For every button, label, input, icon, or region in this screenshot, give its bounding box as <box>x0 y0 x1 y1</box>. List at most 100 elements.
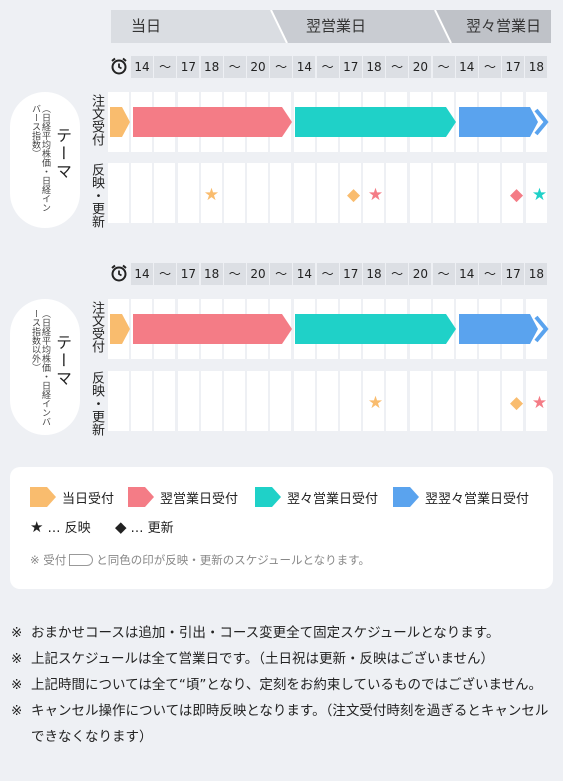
arrow-today <box>110 107 130 137</box>
time-cell: 17 <box>502 56 525 78</box>
time-cell: ～ <box>479 56 501 78</box>
arrow-next3-tip <box>534 108 549 136</box>
legend-star-label: … 反映 <box>47 521 91 536</box>
time-cell: 20 <box>409 56 432 78</box>
reflect-label: 反映・更新 <box>86 163 106 232</box>
time-cell: 18 <box>363 263 385 285</box>
order-label-text: 注文受付 <box>89 94 104 146</box>
legend-item-next: 翌営業日受付 <box>128 487 238 507</box>
arrow-next2 <box>295 107 456 137</box>
grid-cell <box>108 371 129 431</box>
time-cell: 20 <box>409 263 432 285</box>
order-arrows <box>110 107 549 137</box>
time-cell: 17 <box>502 263 525 285</box>
time-cell: ～ <box>386 263 409 285</box>
arrow-today <box>110 314 130 344</box>
time-cell: 14 <box>131 56 153 78</box>
legend-note-prefix: ※ 受付 <box>30 553 67 567</box>
grid-cell <box>224 371 245 431</box>
chevron-today-icon <box>30 487 56 507</box>
grid-cell <box>154 163 176 223</box>
order-label-text: 注文受付 <box>89 301 104 353</box>
time-cell: ～ <box>223 56 246 78</box>
grid-cell <box>409 163 431 223</box>
star-icon: ★ <box>203 185 220 205</box>
note-mark: ※ <box>11 677 23 693</box>
grid-cell <box>386 371 408 431</box>
time-cell: 17 <box>339 263 362 285</box>
star-icon: ★ <box>367 185 384 205</box>
grid-cell <box>502 163 524 223</box>
arrow-next <box>133 107 292 137</box>
legend-item-next2: 翌々営業日受付 <box>255 487 378 507</box>
theme-pill: （日経平均株価・日経インバース指数） テーマ <box>10 92 80 228</box>
time-cell: ～ <box>316 263 339 285</box>
grid-cell <box>340 371 361 431</box>
time-cell: 14 <box>455 56 478 78</box>
arrow-next3 <box>459 314 538 344</box>
grid-cell <box>154 371 176 431</box>
grid-cell <box>479 163 501 223</box>
note-text: おまかせコースは追加・引出・コース変更全て固定スケジュールとなります。 <box>31 625 500 641</box>
star-icon: ★ <box>30 517 44 536</box>
day-today: 当日 <box>131 17 162 35</box>
grid-cell <box>247 163 269 223</box>
arrow-next <box>133 314 292 344</box>
grid-cell <box>432 371 454 431</box>
alarm-clock-icon <box>108 56 130 78</box>
legend-label: 翌翌々営業日受付 <box>425 491 530 507</box>
grid-cell <box>200 371 222 431</box>
reflect-grid <box>108 371 551 431</box>
grid-cell <box>525 371 547 431</box>
note-item: ※ 上記時間については全て“頃”となり、定刻をお約束しているものではございません。 <box>11 672 551 698</box>
time-cell: 14 <box>293 263 316 285</box>
time-cell: 20 <box>247 56 269 78</box>
grid-cell <box>340 163 361 223</box>
time-cell: 14 <box>455 263 478 285</box>
reflect-label-text: 反映・更新 <box>89 371 104 436</box>
time-cell: ～ <box>270 263 293 285</box>
grid-cell <box>131 371 153 431</box>
note-mark: ※ <box>11 651 23 667</box>
theme-subtitle: （日経平均株価・日経インバース指数以外） <box>30 309 50 426</box>
legend-diamond: ◆… 更新 <box>115 517 174 537</box>
note-item: ※ 上記スケジュールは全て営業日です。（土日祝は更新・反映はございません） <box>11 646 551 672</box>
diamond-icon: ◆ <box>509 393 524 413</box>
chevron-next3-icon <box>393 487 419 507</box>
diamond-icon: ◆ <box>115 517 127 536</box>
note-text: 上記時間については全て“頃”となり、定刻をお約束しているものではございません。 <box>31 677 543 693</box>
star-icon: ★ <box>531 185 548 205</box>
grid-cell <box>479 371 501 431</box>
time-cell: 18 <box>363 56 385 78</box>
legend-note: ※ 受付 と同色の印が反映・更新のスケジュールとなります。 <box>30 552 370 568</box>
time-cell: ～ <box>479 263 501 285</box>
time-cell: 17 <box>339 56 362 78</box>
note-text: キャンセル操作については即時反映となります。（注文受付時刻を過ぎるとキャンセルで… <box>31 703 549 745</box>
reflect-label-text: 反映・更新 <box>89 163 104 228</box>
time-cell: ～ <box>386 56 409 78</box>
grid-cell <box>363 163 385 223</box>
legend-label: 当日受付 <box>62 491 115 507</box>
grid-cell <box>247 371 269 431</box>
grid-cell <box>316 163 338 223</box>
time-cell: 14 <box>293 56 316 78</box>
grid-cell <box>270 163 292 223</box>
order-label: 注文受付 <box>86 94 106 150</box>
day-next: 翌営業日 <box>306 17 367 35</box>
legend-label: 翌営業日受付 <box>160 491 239 507</box>
note-item: ※ キャンセル操作については即時反映となります。（注文受付時刻を過ぎるとキャンセル… <box>11 698 551 750</box>
grid-cell <box>177 163 199 223</box>
day-header-chevrons <box>111 10 551 43</box>
grid-cell <box>456 371 477 431</box>
time-cell: 20 <box>247 263 269 285</box>
grid-cell <box>386 163 408 223</box>
note-item: ※ おまかせコースは追加・引出・コース変更全て固定スケジュールとなります。 <box>11 620 551 646</box>
time-cell: 17 <box>177 263 200 285</box>
time-cell: 14 <box>131 263 153 285</box>
time-cell: 18 <box>525 263 548 285</box>
reflect-label: 反映・更新 <box>86 371 106 440</box>
grid-cell <box>108 163 129 223</box>
time-cell: ～ <box>223 263 246 285</box>
order-label: 注文受付 <box>86 301 106 357</box>
theme-subtitle: （日経平均株価・日経インバース指数） <box>30 104 50 212</box>
